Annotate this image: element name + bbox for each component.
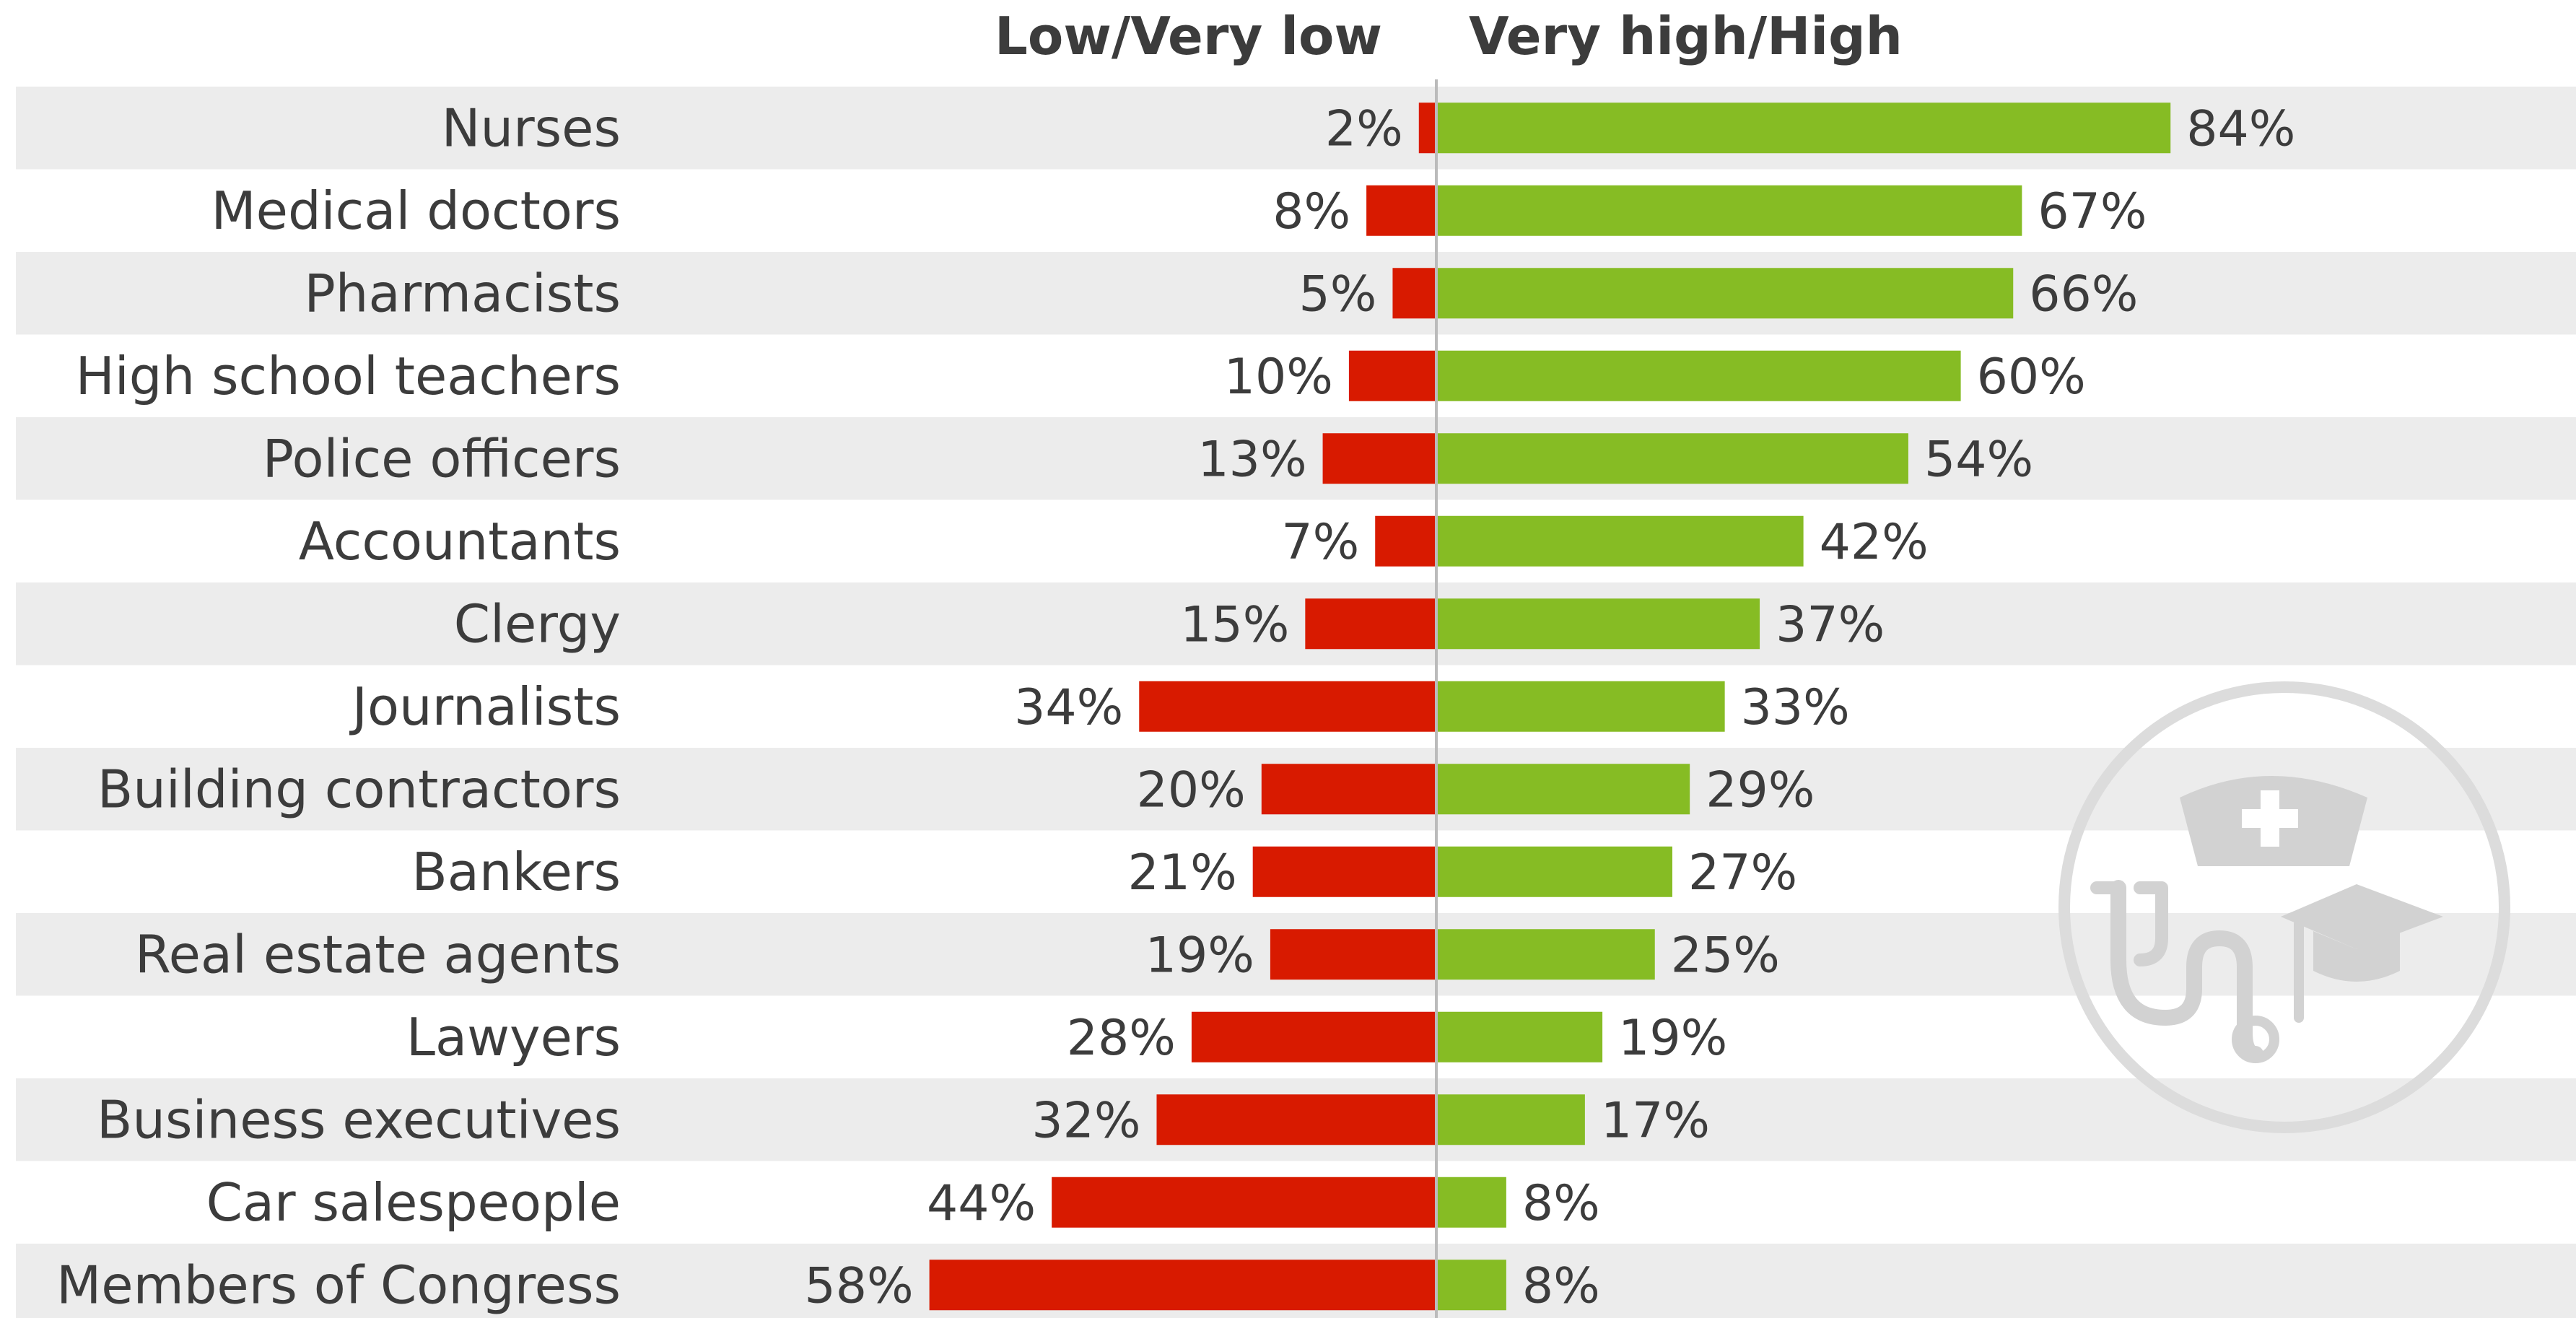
- bar-low: [1392, 268, 1436, 319]
- bar-low: [1270, 929, 1436, 980]
- bar-high: [1436, 515, 1804, 567]
- category-label: Pharmacists: [304, 263, 621, 323]
- category-label: Clergy: [454, 593, 621, 654]
- value-label-low: 8%: [1272, 183, 1350, 240]
- value-label-high: 67%: [2038, 183, 2147, 240]
- bar-high: [1436, 433, 1908, 484]
- bar-high: [1436, 1260, 1506, 1311]
- bar-high: [1436, 1011, 1603, 1062]
- row-stripe: [16, 582, 2576, 665]
- value-label-low: 5%: [1299, 266, 1377, 323]
- category-label: Business executives: [97, 1089, 621, 1150]
- bar-low: [1418, 102, 1436, 154]
- labels-layer: Nurses 2% 84% Medical doctors 8% 67% Pharmacis…: [56, 97, 2295, 1315]
- watermark: [2058, 681, 2510, 1133]
- value-label-high: 37%: [1776, 596, 1885, 653]
- value-label-high: 42%: [1820, 514, 1929, 571]
- value-label-high: 84%: [2186, 100, 2295, 157]
- category-label: Medical doctors: [211, 180, 621, 241]
- category-label: Bankers: [411, 842, 621, 902]
- category-label: Real estate agents: [135, 924, 621, 985]
- value-label-low: 19%: [1145, 927, 1254, 984]
- graduation-cap-icon: [2281, 884, 2443, 949]
- value-label-low: 34%: [1014, 679, 1123, 736]
- bar-low: [1261, 764, 1436, 815]
- value-label-low: 10%: [1224, 349, 1333, 406]
- value-label-low: 28%: [1067, 1010, 1176, 1067]
- value-label-low: 20%: [1137, 761, 1246, 819]
- bar-low: [1322, 433, 1436, 484]
- category-label: High school teachers: [76, 346, 621, 406]
- bar-low: [1191, 1011, 1436, 1062]
- value-label-high: 60%: [1977, 349, 2086, 406]
- bar-low: [1348, 350, 1436, 401]
- value-label-low: 21%: [1128, 845, 1237, 902]
- bar-low: [1366, 185, 1436, 236]
- category-label: Nurses: [442, 97, 621, 158]
- left-header: Low/Very low: [995, 6, 1382, 66]
- bars-layer: [929, 102, 2171, 1311]
- category-label: Building contractors: [97, 759, 621, 819]
- bar-high: [1436, 764, 1690, 815]
- value-label-high: 25%: [1671, 927, 1780, 984]
- category-label: Police officers: [263, 428, 621, 489]
- stethoscope-icon: [2110, 880, 2263, 1062]
- value-label-high: 8%: [1522, 1257, 1600, 1314]
- bar-high: [1436, 185, 2022, 236]
- watermark-ring: [2058, 681, 2510, 1133]
- value-label-high: 19%: [1618, 1010, 1727, 1067]
- bar-high: [1436, 102, 2171, 154]
- value-label-low: 7%: [1281, 514, 1359, 571]
- bar-high: [1436, 350, 1961, 401]
- category-label: Journalists: [349, 676, 621, 737]
- value-label-high: 17%: [1601, 1092, 1710, 1149]
- right-header: Very high/High: [1469, 6, 1903, 66]
- bar-low: [1156, 1094, 1436, 1145]
- category-label: Accountants: [299, 511, 621, 572]
- value-label-low: 13%: [1197, 431, 1306, 488]
- value-label-low: 58%: [804, 1257, 913, 1314]
- bar-high: [1436, 929, 1655, 980]
- value-label-high: 33%: [1741, 679, 1850, 736]
- value-label-high: 54%: [1924, 431, 2033, 488]
- value-label-low: 2%: [1325, 100, 1403, 157]
- bar-low: [929, 1260, 1436, 1311]
- value-label-low: 15%: [1180, 596, 1289, 653]
- bar-high: [1436, 1177, 1506, 1228]
- value-label-high: 27%: [1688, 845, 1797, 902]
- bar-high: [1436, 681, 1725, 732]
- bar-low: [1139, 681, 1436, 732]
- row-stripe: [16, 252, 2576, 335]
- bar-high: [1436, 598, 1760, 650]
- stethoscope-chestpiece-icon: [2232, 1016, 2279, 1063]
- value-label-high: 29%: [1706, 761, 1815, 819]
- bar-low: [1375, 515, 1436, 567]
- bar-high: [1436, 268, 2014, 319]
- category-label: Members of Congress: [56, 1254, 621, 1315]
- value-label-high: 66%: [2029, 266, 2138, 323]
- bar-high: [1436, 846, 1672, 897]
- bar-low: [1052, 1177, 1436, 1228]
- nurse-cap-cross-h: [2242, 809, 2298, 828]
- stethoscope-earpiece-icon: [2090, 881, 2168, 966]
- category-label: Car salespeople: [206, 1172, 621, 1233]
- value-label-low: 44%: [927, 1175, 1036, 1232]
- graduation-cap-base: [2313, 931, 2400, 982]
- bar-high: [1436, 1094, 1585, 1145]
- category-label: Lawyers: [406, 1007, 621, 1068]
- value-label-low: 32%: [1031, 1092, 1140, 1149]
- value-label-high: 8%: [1522, 1175, 1600, 1232]
- bar-low: [1252, 846, 1436, 897]
- bar-low: [1305, 598, 1436, 650]
- row-stripe: [16, 417, 2576, 500]
